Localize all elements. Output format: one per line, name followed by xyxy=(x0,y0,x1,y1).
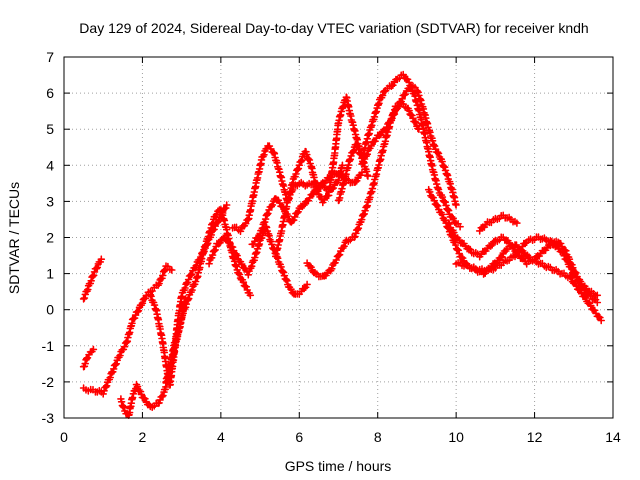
y-tick-label: -2 xyxy=(42,374,55,390)
series-satellite-track-2 xyxy=(79,345,98,371)
x-tick-label: 8 xyxy=(374,429,382,445)
x-tick-label: 6 xyxy=(295,429,303,445)
y-tick-label: 0 xyxy=(46,302,54,318)
series-satellite-track-17 xyxy=(452,233,602,307)
y-tick-label: 7 xyxy=(46,49,54,65)
series-markers xyxy=(248,168,366,249)
series-markers xyxy=(79,262,176,398)
series-markers xyxy=(334,70,464,231)
series-markers xyxy=(303,99,423,281)
y-tick-label: 3 xyxy=(46,193,54,209)
series-satellite-track-10 xyxy=(303,99,423,281)
y-tick-label: 5 xyxy=(46,121,54,137)
series-markers xyxy=(79,255,106,303)
data-series xyxy=(79,70,605,419)
series-markers xyxy=(79,345,98,371)
x-axis-label: GPS time / hours xyxy=(285,458,392,474)
y-tick-label: 6 xyxy=(46,85,54,101)
y-axis-label: SDTVAR / TECUs xyxy=(6,182,22,294)
series-markers xyxy=(452,233,602,307)
series-satellite-track-16 xyxy=(475,211,521,235)
y-tick-label: -3 xyxy=(42,410,55,426)
y-tick-label: -1 xyxy=(42,338,55,354)
y-tick-label: 1 xyxy=(46,266,54,282)
series-markers xyxy=(475,211,521,235)
y-tick-label: 4 xyxy=(46,157,54,173)
series-satellite-track-9 xyxy=(272,93,372,261)
series-satellite-track-11 xyxy=(248,168,366,249)
chart-title: Day 129 of 2024, Sidereal Day-to-day VTE… xyxy=(79,20,588,36)
x-tick-label: 10 xyxy=(448,429,464,445)
series-satellite-track-13 xyxy=(358,82,460,209)
series-satellite-track-3 xyxy=(79,262,176,398)
series-satellite-track-12 xyxy=(334,70,464,231)
x-tick-label: 14 xyxy=(605,429,621,445)
series-satellite-track-1 xyxy=(79,255,106,303)
series-markers xyxy=(272,93,372,261)
x-tick-label: 12 xyxy=(527,429,543,445)
series-markers xyxy=(358,82,460,209)
x-tick-label: 4 xyxy=(217,429,225,445)
y-tick-label: 2 xyxy=(46,230,54,246)
x-tick-label: 2 xyxy=(139,429,147,445)
x-tick-label: 0 xyxy=(60,429,68,445)
